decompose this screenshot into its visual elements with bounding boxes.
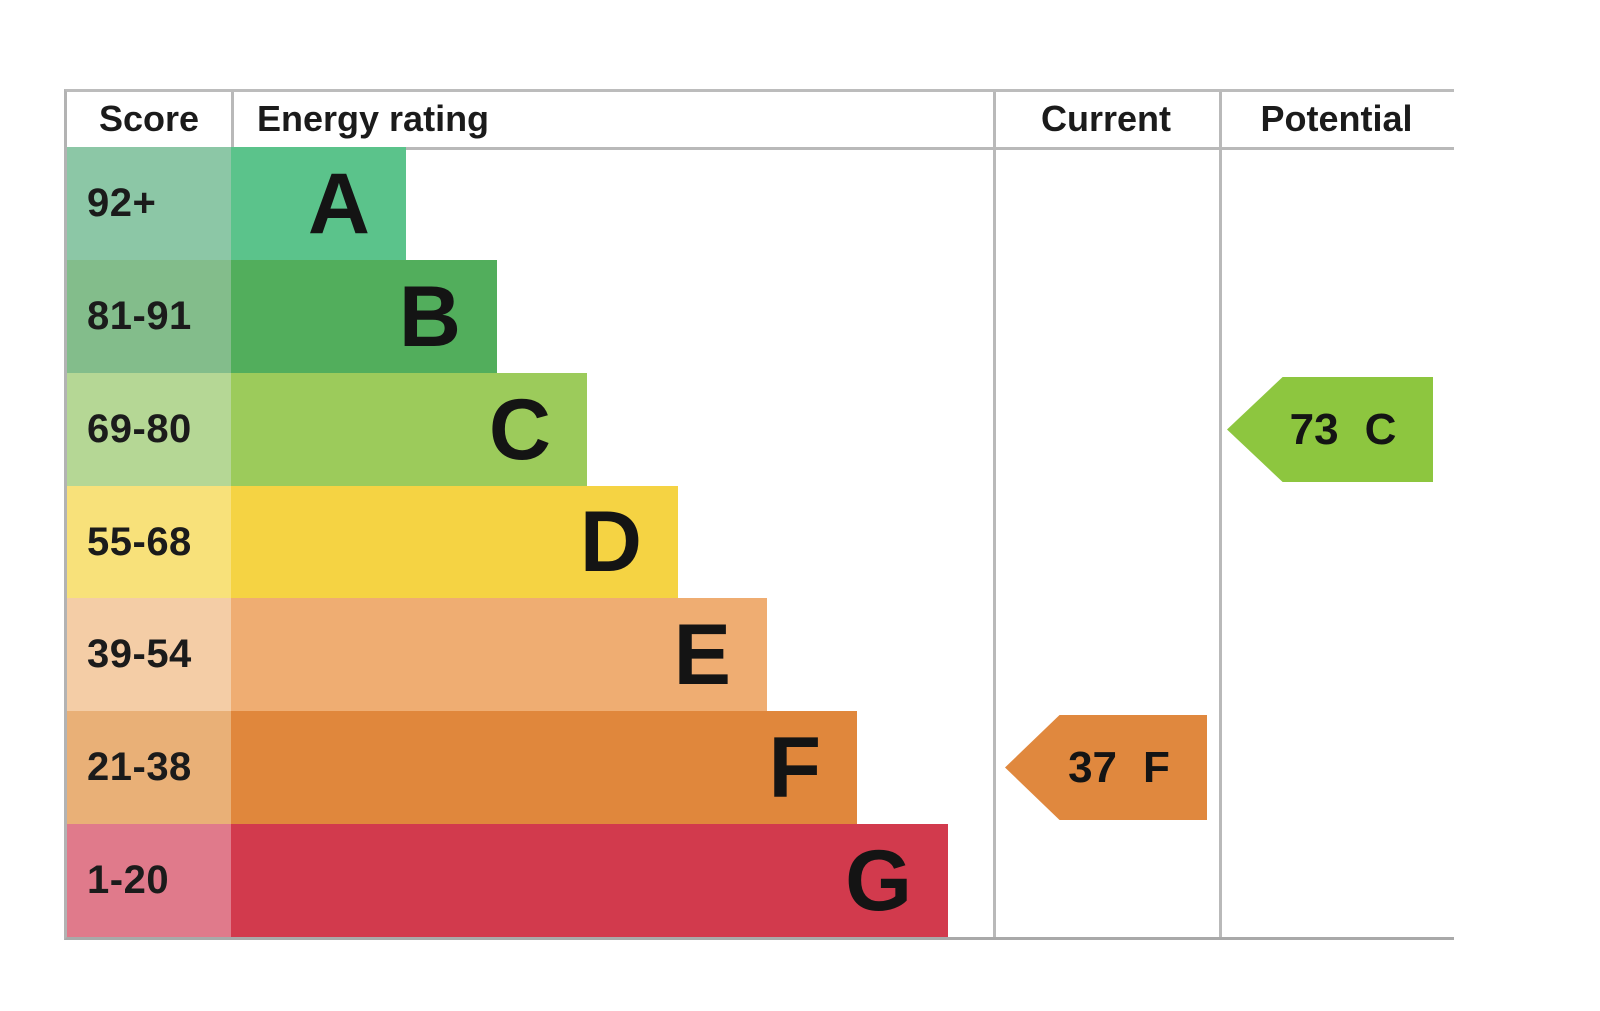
energy-rating-column-header: Energy rating [257, 98, 490, 139]
rating-bar-f: F [231, 711, 857, 824]
band-row-b: 81-91 B [67, 260, 1454, 373]
score-column-header: Score [98, 98, 200, 139]
score-range-label-g: 1-20 [87, 858, 170, 902]
score-cell-g: 1-20 [67, 824, 231, 937]
rating-letter-a: A [307, 155, 370, 252]
current-score-value: 37 [1068, 742, 1118, 792]
rating-bar-g: G [231, 824, 948, 937]
band-row-c: 69-80 C [67, 373, 1454, 486]
rating-letter-f: F [768, 719, 821, 816]
current-column-header: Current [1040, 98, 1171, 139]
score-cell-d: 55-68 [67, 486, 231, 598]
score-cell-f: 21-38 [67, 711, 231, 824]
score-cell-b: 81-91 [67, 260, 231, 373]
current-rating-letter: F [1143, 742, 1170, 792]
score-range-label-a: 92+ [87, 181, 157, 225]
current-column-divider [993, 92, 996, 937]
header-divider-line [67, 147, 1454, 150]
rating-letter-b: B [398, 268, 461, 365]
score-range-label-d: 55-68 [87, 519, 192, 564]
rating-letter-c: C [488, 381, 551, 478]
potential-rating-letter: C [1364, 404, 1397, 454]
band-row-d: 55-68 D [67, 486, 1454, 598]
band-row-e: 39-54 E [67, 598, 1454, 711]
rating-bar-d: D [231, 486, 678, 598]
score-column-divider [231, 92, 234, 147]
rating-letter-g: G [845, 832, 912, 929]
band-row-f: 21-38 F [67, 711, 1454, 824]
score-cell-a: 92+ [67, 147, 231, 260]
rating-letter-d: D [579, 494, 642, 590]
score-range-label-b: 81-91 [87, 294, 192, 338]
band-row-a: 92+ A [67, 147, 1454, 260]
score-cell-c: 69-80 [67, 373, 231, 486]
band-row-g: 1-20 G [67, 824, 1454, 937]
rating-bar-c: C [231, 373, 587, 486]
epc-rating-table: Score Energy rating Current Potential 92… [64, 89, 1454, 940]
rating-bar-b: B [231, 260, 497, 373]
potential-column-divider [1219, 92, 1222, 937]
score-cell-e: 39-54 [67, 598, 231, 711]
rating-letter-e: E [673, 606, 731, 703]
rating-bar-e: E [231, 598, 767, 711]
potential-score-value: 73 [1289, 404, 1339, 454]
potential-column-header: Potential [1260, 98, 1413, 139]
score-range-label-e: 39-54 [87, 632, 192, 676]
rating-bar-a: A [231, 147, 406, 260]
score-range-label-c: 69-80 [87, 407, 192, 451]
score-range-label-f: 21-38 [87, 745, 192, 789]
